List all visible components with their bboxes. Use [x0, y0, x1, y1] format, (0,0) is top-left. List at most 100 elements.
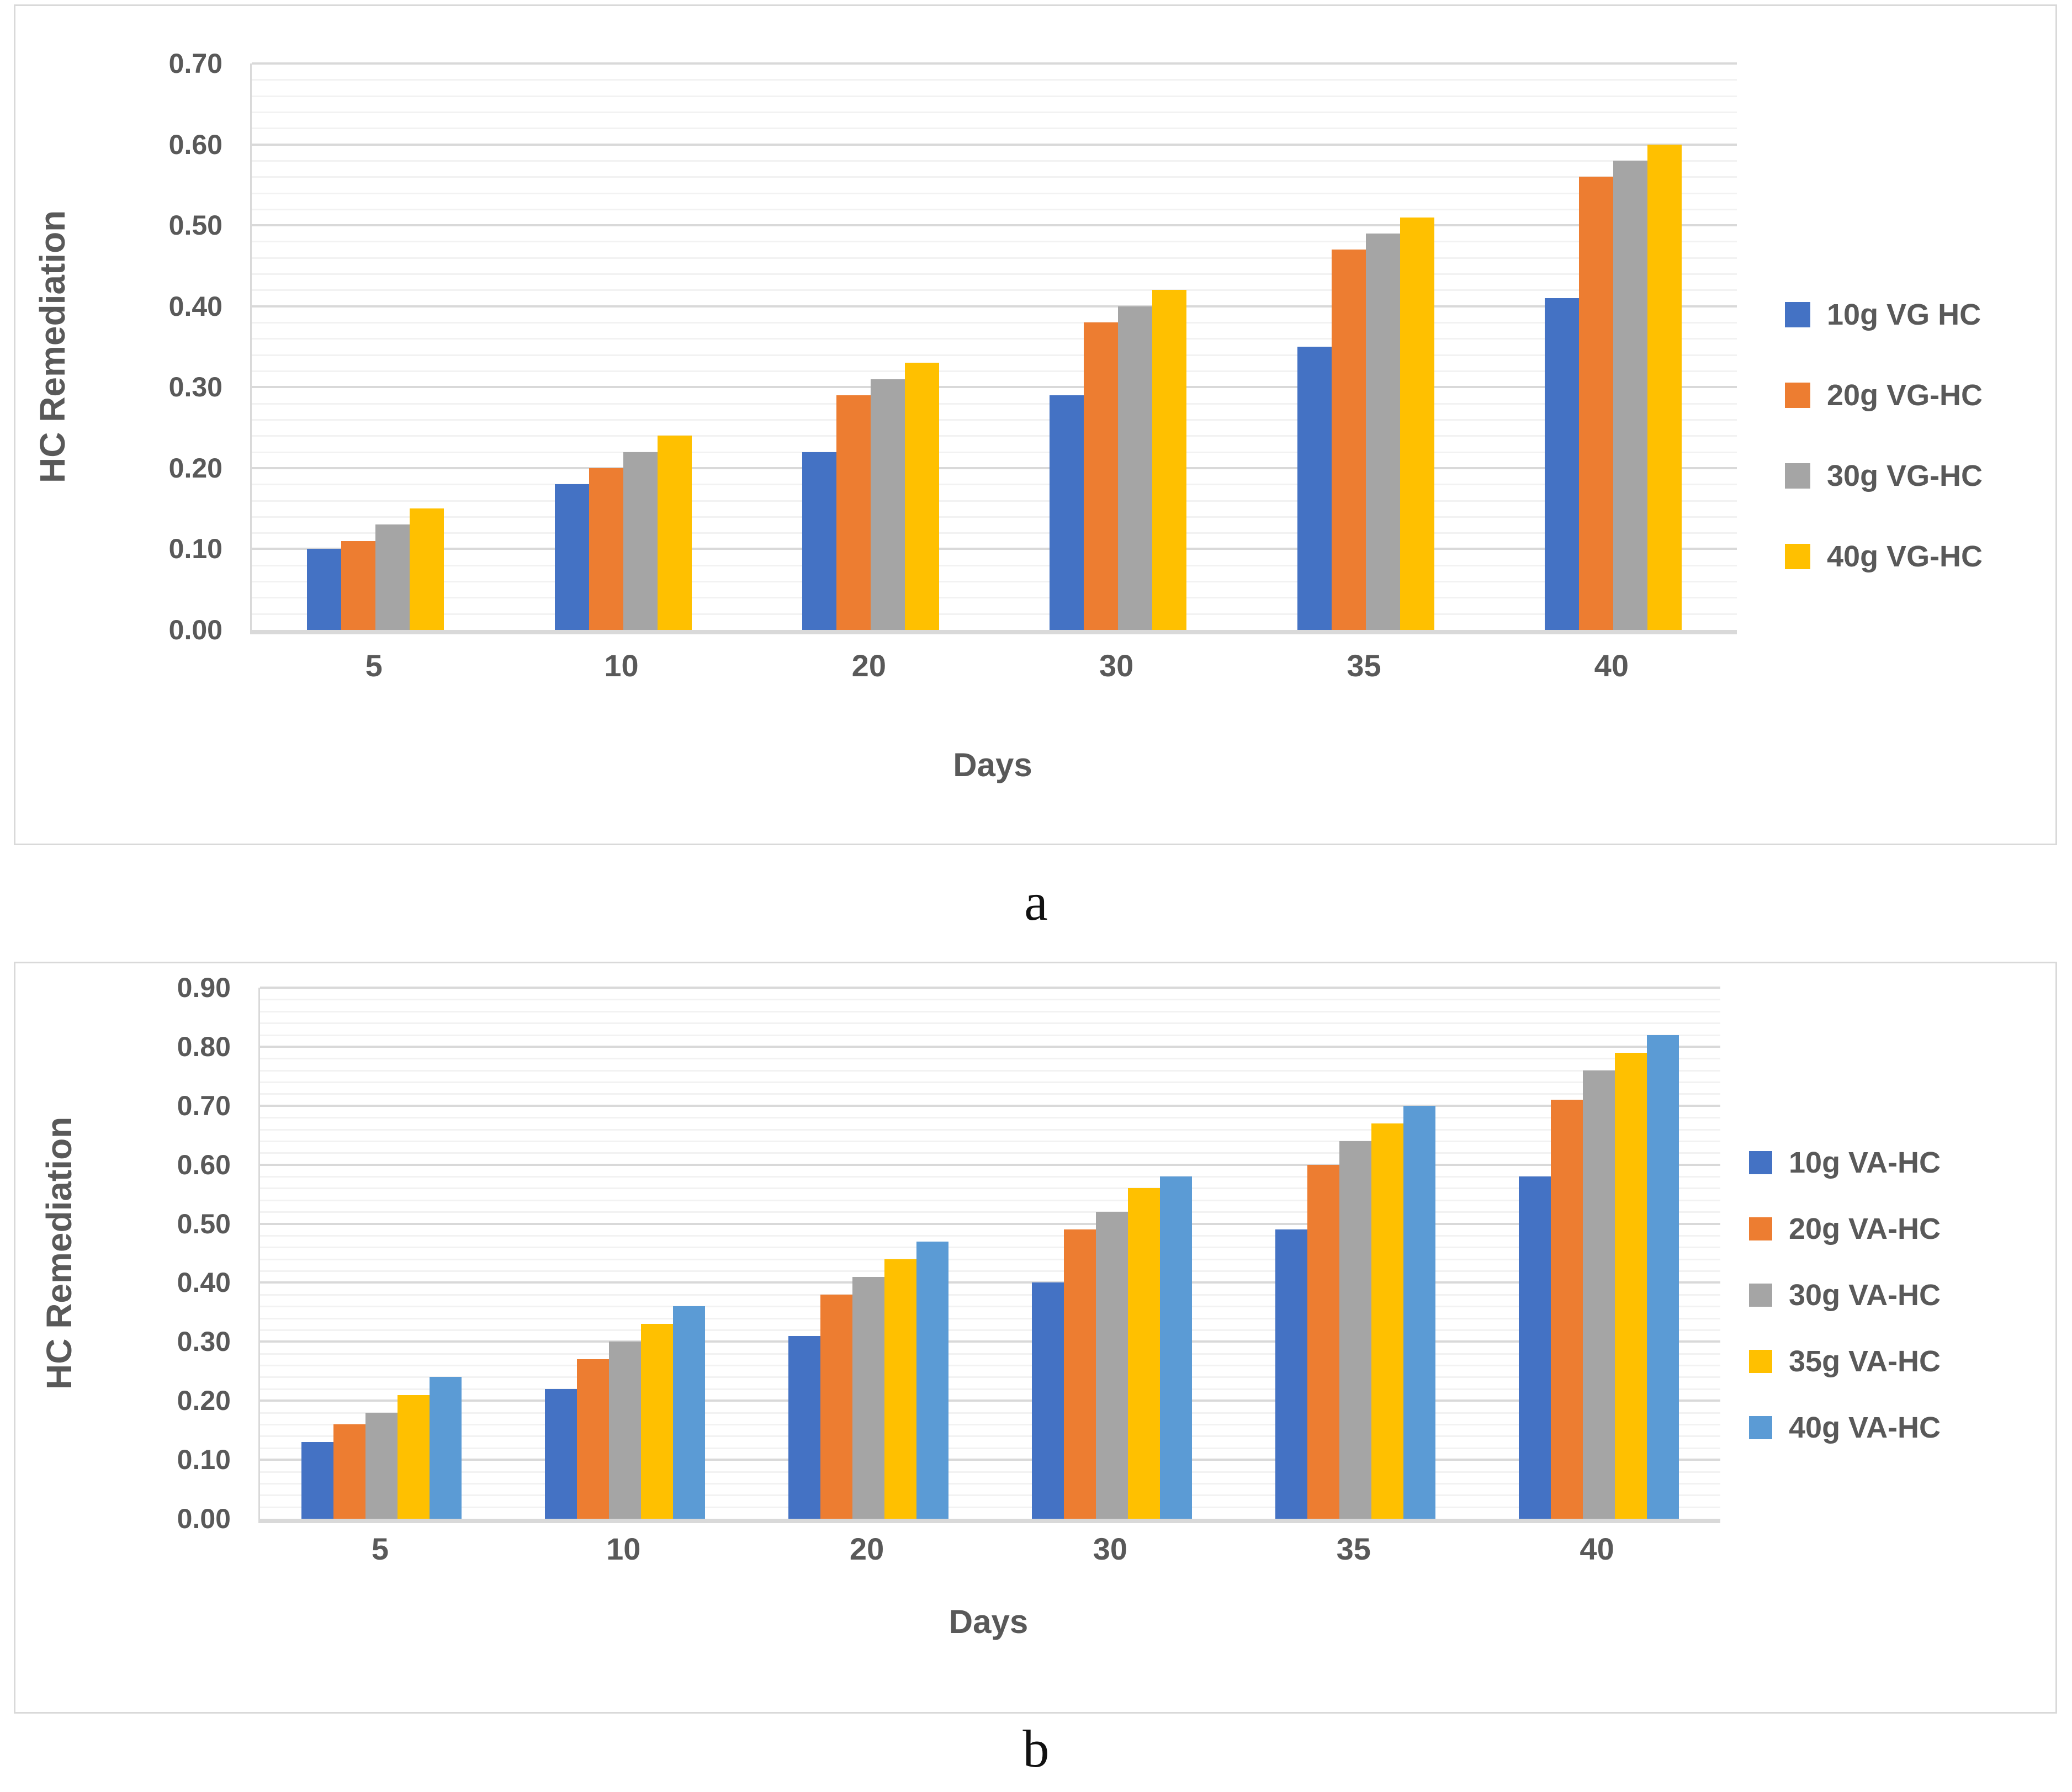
bar-a-35-s1: [1297, 347, 1332, 630]
gridline-minor: [260, 1412, 1720, 1414]
gridline-major: [260, 1459, 1720, 1461]
gridline-minor: [252, 613, 1737, 615]
y-tick-label: 0.20: [168, 452, 222, 484]
y-tick-label: 0.60: [168, 129, 222, 160]
bar-b-10-s5: [673, 1306, 706, 1519]
y-tick-label: 0.60: [177, 1149, 231, 1180]
y-tick-label: 0.50: [168, 210, 222, 241]
chart-panel-a: HC Remediation 0.00 0.10 0.20 0.30 0.40 0.50 0…: [14, 4, 2057, 845]
bar-a-10-s3: [623, 452, 658, 630]
plot-area-a: [250, 62, 1737, 634]
legend-item: 30g VA-HC: [1749, 1278, 1941, 1312]
bar-b-40-s2: [1550, 1100, 1583, 1519]
x-tick-label: 30: [1099, 648, 1134, 683]
x-axis-ticks-a: 5 10 20 30 35 40: [250, 648, 1735, 687]
gridline-major: [252, 548, 1737, 550]
bar-a-20-s4: [904, 363, 939, 630]
x-tick-label: 5: [371, 1531, 389, 1566]
x-axis-ticks-b: 5 10 20 30 35 40: [258, 1531, 1719, 1571]
gridline-major: [252, 305, 1737, 307]
bar-b-10-s1: [545, 1388, 577, 1519]
legend-label: 40g VA-HC: [1789, 1411, 1941, 1444]
x-tick-label: 40: [1580, 1531, 1614, 1566]
legend-item: 30g VG-HC: [1785, 459, 1983, 493]
legend-swatch-icon: [1749, 1350, 1772, 1373]
y-tick-label: 0.10: [168, 533, 222, 565]
bar-b-35-s2: [1307, 1164, 1339, 1519]
x-tick-label: 30: [1093, 1531, 1128, 1566]
gridline-minor: [252, 322, 1737, 324]
legend-item: 20g VA-HC: [1749, 1212, 1941, 1246]
y-axis-ticks-a: 0.00 0.10 0.20 0.30 0.40 0.50 0.60 0.70: [15, 48, 231, 645]
bar-a-20-s3: [870, 379, 905, 630]
gridline-minor: [252, 516, 1737, 518]
y-tick-label: 0.40: [168, 290, 222, 322]
gridline-minor: [260, 1128, 1720, 1131]
bar-a-35-s4: [1400, 217, 1434, 630]
gridline-minor: [260, 1435, 1720, 1438]
gridline-major: [260, 1340, 1720, 1343]
x-tick-label: 20: [851, 648, 886, 683]
bar-b-30-s5: [1159, 1176, 1192, 1519]
bar-b-20-s1: [788, 1335, 821, 1519]
bar-a-30-s4: [1152, 290, 1187, 630]
x-tick-label: 35: [1336, 1531, 1371, 1566]
gridline-minor: [252, 79, 1737, 81]
gridline-minor: [260, 1199, 1720, 1201]
gridline-minor: [260, 1365, 1720, 1367]
gridline-minor: [260, 1482, 1720, 1485]
legend-label: 20g VG-HC: [1827, 379, 1983, 412]
gridline-minor: [260, 1140, 1720, 1142]
gridline-minor: [260, 1376, 1720, 1379]
legend-item: 10g VA-HC: [1749, 1146, 1941, 1180]
gridline-minor: [252, 500, 1737, 502]
gridline-major: [252, 386, 1737, 389]
y-tick-label: 0.00: [177, 1503, 231, 1534]
gridline-minor: [260, 1034, 1720, 1036]
gridline-minor: [260, 1423, 1720, 1425]
gridline-major: [252, 466, 1737, 469]
legend-a: 10g VG HC 20g VG-HC 30g VG-HC 40g VG-HC: [1785, 298, 1983, 574]
legend-swatch-icon: [1785, 383, 1810, 408]
legend-label: 35g VA-HC: [1789, 1345, 1941, 1378]
gridline-major: [252, 224, 1737, 227]
bar-b-35-s3: [1339, 1141, 1371, 1519]
x-axis-title-a: Days: [953, 746, 1032, 783]
gridline-minor: [252, 257, 1737, 259]
gridline-minor: [252, 597, 1737, 599]
gridline-major: [260, 1399, 1720, 1402]
legend-item: 35g VA-HC: [1749, 1344, 1941, 1379]
gridline-minor: [252, 370, 1737, 372]
legend-label: 10g VA-HC: [1789, 1146, 1941, 1179]
bar-a-10-s2: [589, 468, 623, 630]
gridline-major: [260, 1222, 1720, 1225]
legend-label: 40g VG-HC: [1827, 540, 1983, 573]
gridline-minor: [252, 418, 1737, 421]
gridline-minor: [252, 564, 1737, 566]
gridline-major: [260, 987, 1720, 989]
x-tick-label: 10: [606, 1531, 641, 1566]
gridline-major: [252, 143, 1737, 146]
gridline-minor: [260, 1152, 1720, 1154]
gridline-minor: [260, 1258, 1720, 1260]
gridline-minor: [252, 451, 1737, 453]
gridline-major: [252, 62, 1737, 65]
legend-label: 30g VG-HC: [1827, 459, 1983, 492]
y-tick-label: 0.10: [177, 1444, 231, 1476]
legend-swatch-icon: [1749, 1217, 1772, 1240]
gridline-minor: [260, 999, 1720, 1001]
bar-b-35-s1: [1275, 1229, 1307, 1519]
gridline-minor: [252, 208, 1737, 210]
gridline-minor: [260, 1010, 1720, 1012]
y-tick-label: 0.20: [177, 1385, 231, 1417]
bar-b-5-s1: [301, 1442, 334, 1519]
bar-a-10-s1: [554, 484, 589, 630]
gridline-minor: [252, 160, 1737, 162]
y-tick-label: 0.70: [168, 48, 222, 79]
gridline-minor: [252, 581, 1737, 583]
bar-a-10-s4: [657, 436, 692, 630]
bar-a-40-s1: [1544, 298, 1579, 630]
legend-swatch-icon: [1785, 544, 1810, 569]
y-tick-label: 0.50: [177, 1208, 231, 1239]
gridline-minor: [260, 1329, 1720, 1331]
